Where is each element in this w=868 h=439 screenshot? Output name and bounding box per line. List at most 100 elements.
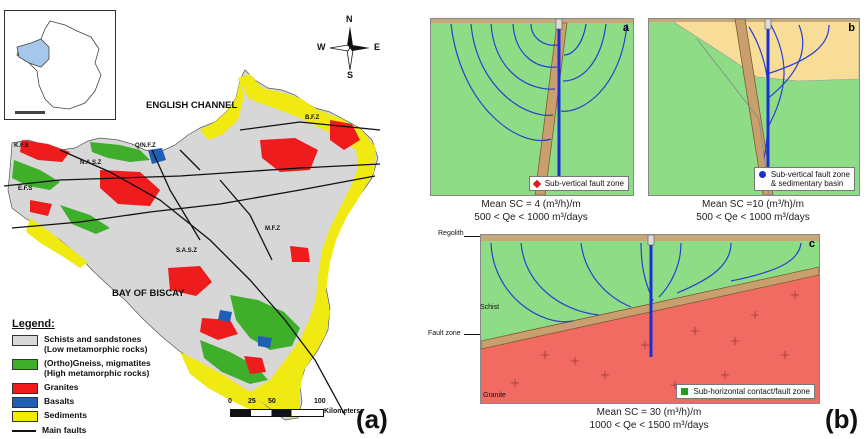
red-diamond-icon (532, 179, 542, 188)
granite-crosses (511, 291, 799, 389)
section-c-caption-line2: 1000 < Qe < 1500 m³/days (589, 420, 709, 431)
legend-label-schists: Schists and sandstones (Low metamorphic … (44, 334, 148, 354)
section-b-legend-label: Sub-vertical fault zone & sedimentary ba… (770, 170, 850, 188)
basalt-2 (258, 336, 272, 348)
section-a-legend: Sub-vertical fault zone (528, 176, 629, 191)
fault-label-bfz: B.F.Z (305, 115, 320, 121)
fault-zone-label: Fault zone (428, 330, 461, 337)
compass-rose-icon (329, 26, 370, 71)
legend-swatch-gneiss (12, 359, 38, 370)
france-outline (16, 20, 102, 110)
section-a-legend-label: Sub-vertical fault zone (544, 179, 624, 188)
legend-item-basalts: Basalts (12, 396, 74, 408)
granite-1 (20, 140, 70, 162)
section-c-letter: c (808, 238, 815, 250)
legend-swatch-sediments (12, 411, 38, 422)
section-b-caption: Mean SC =10 (m³/h)/m 500 < Qe < 1000 m³/… (648, 198, 858, 224)
english-channel-label: ENGLISH CHANNEL (146, 100, 238, 111)
fault-label-mfz: M.F.Z (265, 226, 280, 232)
granite-2 (100, 170, 160, 206)
cross-sections-panel: a Sub-vertical fault zone Mean SC = 4 (m… (420, 0, 868, 439)
main-faults (3, 121, 381, 416)
granite-8 (30, 200, 52, 216)
north-arrow: N S W E (317, 14, 380, 80)
sediments-west (26, 218, 88, 268)
section-c-caption-line1: Mean SC = 30 (m³/h)/m (596, 407, 702, 418)
granite-3 (260, 138, 318, 172)
legend-label-gneiss: (Ortho)Gneiss, migmatites (High metamorp… (44, 358, 151, 378)
section-b-caption-line1: Mean SC =10 (m³/h)/m (702, 199, 804, 210)
legend-label-granites: Granites (44, 382, 79, 392)
flow-lines-c (490, 242, 802, 323)
flow-lines-a (450, 23, 628, 141)
gneiss-south (230, 295, 300, 350)
fault-label-qnfz: Q/N.F.Z (135, 143, 156, 149)
section-c-caption: Mean SC = 30 (m³/h)/m 1000 < Qe < 1500 m… (480, 406, 818, 432)
section-a-diagram (431, 19, 633, 195)
section-a-caption-line1: Mean SC = 4 (m³/h)/m (481, 199, 581, 210)
section-b-caption-line2: 500 < Qe < 1000 m³/days (696, 212, 810, 223)
gneiss-central (60, 205, 110, 234)
scale-unit: Kilometers (324, 408, 361, 415)
section-a: a Sub-vertical fault zone (430, 18, 634, 196)
schist-label: Schist (480, 304, 500, 311)
geological-map-panel: N S W E ENGLISH CHANNEL BAY OF BISCAY K.… (0, 0, 400, 439)
panel-b-letter: (b) (825, 404, 859, 434)
compass-s: S (347, 70, 354, 80)
legend-label-basalts: Basalts (44, 396, 75, 406)
gneiss-north (90, 142, 150, 162)
blue-dot-icon (758, 171, 766, 178)
section-a-letter: a (622, 22, 629, 34)
panel-a-letter: (a) (356, 404, 388, 434)
section-a-caption-line2: 500 < Qe < 1000 m³/days (474, 212, 588, 223)
scale-tick-50: 50 (268, 398, 276, 405)
fault-zone-a (534, 22, 568, 195)
fault-label-efs: E.F.S (18, 186, 33, 192)
regolith-pointer (464, 236, 480, 237)
regolith-label: Regolith (438, 230, 464, 237)
section-b-diagram (649, 19, 859, 195)
legend-item-granites: Granites (12, 382, 79, 394)
france-inset-map (16, 20, 102, 110)
granite-5 (168, 266, 212, 296)
section-c-legend-label: Sub-horizontal contact/fault zone (693, 387, 810, 396)
legend-item-schists: Schists and sandstones (Low metamorphic … (12, 334, 147, 354)
scale-bar-graphic (230, 409, 324, 417)
legend-label-faults: Main faults (42, 425, 87, 435)
legend-item-faults: Main faults (12, 425, 86, 435)
sediments-south (180, 352, 275, 414)
scale-tick-25: 25 (248, 398, 256, 405)
basalt-3 (218, 310, 232, 322)
sedimentary-basin-b (668, 19, 859, 82)
legend-item-gneiss: (Ortho)Gneiss, migmatites (High metamorp… (12, 358, 151, 378)
map-legend: Legend: Schists and sandstones (Low meta… (12, 318, 212, 438)
green-square-icon (681, 388, 689, 395)
section-b: b Sub-vertical fault zone & sedimentary … (648, 18, 860, 196)
compass-e: E (374, 42, 381, 52)
legend-swatch-granites (12, 383, 38, 394)
brittany-highlight (16, 38, 50, 68)
fault-label-sasz: S.A.S.Z (176, 248, 198, 254)
legend-line-faults (12, 430, 36, 432)
fault-label-nasz: N.A.S.Z (80, 160, 102, 166)
inset-scale-bar (15, 111, 45, 114)
fault-zone-pointer (464, 334, 480, 335)
fault-label-kfs: K.F.S (14, 143, 29, 149)
granite-7 (244, 356, 266, 374)
section-a-caption: Mean SC = 4 (m³/h)/m 500 < Qe < 1000 m³/… (430, 198, 632, 224)
legend-item-sediments: Sediments (12, 410, 87, 422)
scale-bar: 0 25 50 100 Kilometers (226, 398, 386, 438)
legend-title: Legend: (12, 318, 55, 330)
section-b-letter: b (848, 22, 855, 34)
france-inset (4, 10, 116, 120)
granite-6 (200, 318, 238, 340)
scale-tick-0: 0 (228, 398, 232, 405)
scale-tick-100: 100 (314, 398, 326, 405)
legend-swatch-schists (12, 335, 38, 346)
gneiss-west (12, 160, 60, 190)
section-c-legend: Sub-horizontal contact/fault zone (676, 384, 815, 399)
granite-9 (290, 246, 310, 262)
legend-swatch-basalts (12, 397, 38, 408)
brittany-geological-map (3, 69, 381, 421)
granite-label: Granite (483, 392, 506, 399)
